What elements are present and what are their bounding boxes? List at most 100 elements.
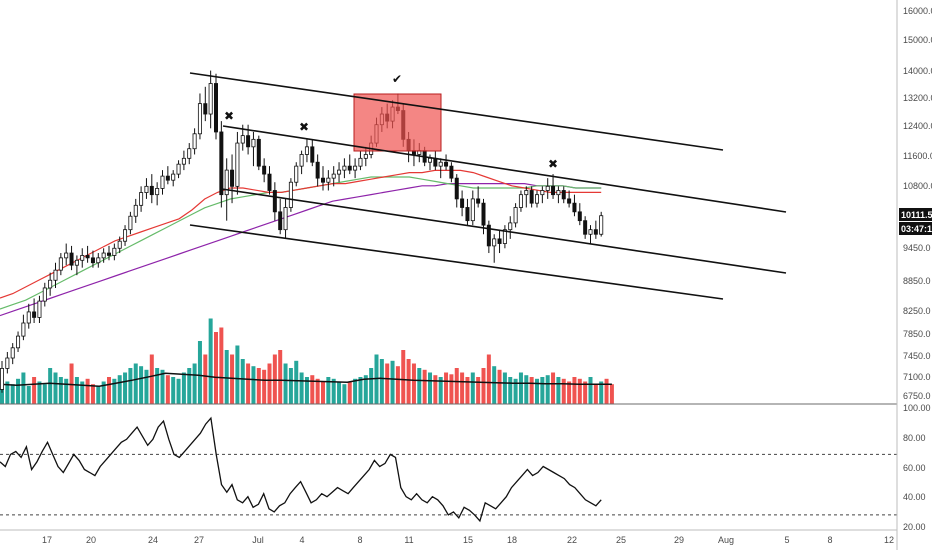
candle — [155, 182, 160, 206]
price-tick-label: 8850.0 — [903, 276, 931, 286]
candle-body — [16, 335, 21, 349]
candle — [353, 158, 358, 179]
candle — [326, 170, 331, 191]
price-tick-label: 7100.0 — [903, 372, 931, 382]
volume-bar — [454, 368, 459, 404]
cross-mark-icon: ✖ — [224, 109, 234, 123]
volume-bar — [337, 381, 342, 404]
volume-bar — [411, 363, 416, 404]
volume-bar — [187, 368, 192, 404]
candle — [454, 174, 459, 208]
volume-bar — [32, 377, 37, 404]
ema-green-line — [0, 176, 602, 310]
candle — [593, 220, 598, 239]
volume-bar — [583, 381, 588, 404]
volume-bar — [492, 366, 497, 404]
candle-body — [572, 202, 577, 213]
price-tick-label: 14000.0 — [903, 66, 932, 76]
sma-purple-line — [0, 183, 602, 317]
date-tick-label: 8 — [357, 535, 362, 545]
candle-body — [444, 161, 449, 167]
candle — [21, 314, 26, 341]
volume-bar — [10, 384, 15, 404]
price-tick-label: 10800.0 — [903, 181, 932, 191]
candle-body — [433, 157, 438, 167]
candle-body — [486, 224, 491, 247]
channel-middle-line — [222, 125, 787, 213]
rsi-tick-label: 20.00 — [903, 522, 926, 532]
date-tick-label: 18 — [507, 535, 517, 545]
volume-bar — [224, 350, 229, 404]
volume-bar — [518, 372, 523, 404]
price-tick-label: 12400.0 — [903, 121, 932, 131]
volume-bar — [251, 366, 256, 404]
cross-mark-icon: ✖ — [548, 157, 558, 171]
volume-bar — [326, 377, 331, 404]
candle-body — [337, 169, 342, 175]
candle-body — [454, 177, 459, 200]
candle — [524, 186, 529, 208]
candle-body — [524, 190, 529, 196]
candle — [235, 131, 240, 195]
candle-body — [256, 138, 261, 167]
volume-bar — [74, 377, 79, 404]
candle-body — [37, 300, 42, 318]
volume-bar — [299, 372, 304, 404]
volume-bar — [460, 372, 465, 404]
candle — [567, 190, 572, 208]
candle-body — [304, 146, 309, 155]
candle-body — [465, 207, 470, 222]
candle — [502, 225, 507, 249]
candle-body — [513, 207, 518, 224]
candle — [32, 298, 37, 324]
date-tick-label: 5 — [784, 535, 789, 545]
candle-body — [155, 188, 160, 196]
price-tick-label: 13200.0 — [903, 93, 932, 103]
volume-bar — [428, 372, 432, 404]
candle-body — [492, 238, 497, 247]
rsi-panel — [0, 416, 897, 523]
candle-body — [262, 165, 267, 175]
moving-averages — [0, 169, 602, 317]
candle-body — [476, 198, 481, 204]
volume-bar — [288, 368, 293, 404]
candle-body — [224, 169, 229, 196]
candle-body — [187, 148, 192, 159]
candle — [320, 166, 325, 191]
candle-body — [123, 229, 128, 242]
price-tick-label: 7850.0 — [903, 329, 931, 339]
volume-bar — [5, 381, 10, 404]
volume-bar — [401, 350, 406, 404]
candle — [433, 150, 438, 171]
candle — [288, 178, 293, 212]
candle — [53, 262, 58, 288]
candle-body — [545, 185, 550, 191]
candle-body — [117, 240, 122, 249]
volume-bar — [176, 378, 181, 404]
volume-bar — [369, 368, 374, 404]
volume-bar — [42, 384, 47, 404]
last-price-label: 10111.5 — [901, 210, 932, 220]
candle-body — [96, 257, 101, 264]
volume-bar — [556, 377, 561, 404]
candle-body — [48, 279, 53, 289]
price-tick-label: 11600.0 — [903, 151, 932, 161]
date-tick-label: 27 — [194, 535, 204, 545]
candle-body — [0, 368, 4, 390]
volume-bar — [449, 374, 454, 404]
candle-body — [246, 135, 251, 148]
candle-body — [251, 138, 256, 148]
candle — [486, 220, 491, 254]
volume-bar — [438, 377, 443, 404]
candle — [37, 295, 42, 324]
candle-body — [577, 211, 582, 222]
candle-body — [144, 185, 149, 193]
volume-bar — [321, 381, 325, 404]
candle — [535, 190, 540, 208]
candle — [438, 158, 443, 179]
volume-bar — [21, 372, 26, 404]
candle — [165, 166, 170, 185]
trendline-drawings[interactable]: ✖ ✖ ✔ ✖ — [189, 72, 787, 300]
candle-body — [331, 173, 336, 179]
